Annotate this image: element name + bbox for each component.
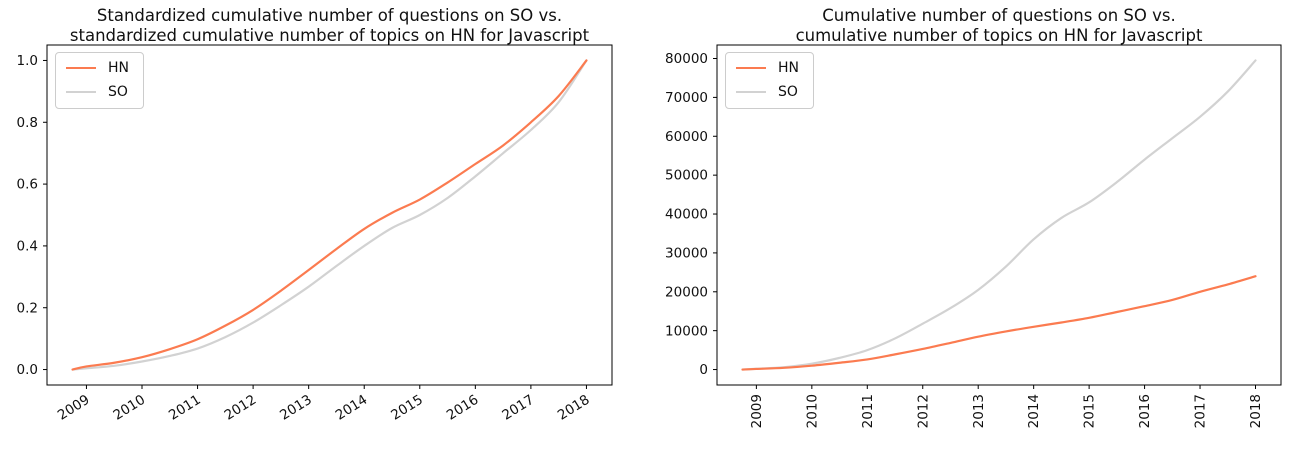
legend-item-hn: HN	[66, 60, 129, 77]
y-tick-label: 60000	[665, 129, 708, 145]
right-chart-canvas: 0 10000 20000 30000 40000 50000 60000 70000 8000…	[665, 44, 1282, 428]
y-tick-label: 80000	[665, 51, 708, 67]
y-tick-label: 0.6	[17, 177, 38, 193]
x-tick-label: 2011	[860, 394, 876, 428]
x-tick-label: 2018	[1248, 394, 1264, 428]
x-tick-label: 2017	[1193, 394, 1209, 428]
y-tick-label: 0.8	[17, 115, 38, 131]
x-tick-label: 2012	[222, 392, 260, 424]
y-tick-label: 50000	[665, 168, 708, 184]
left-chart-canvas: 0.0 0.2 0.4 0.6 0.8 1.0 2009 2010 2011 2012 2013 20…	[17, 44, 613, 424]
right-chart-title: Cumulative number of questions on SO vs.…	[795, 6, 1203, 46]
left-chart: 0.0 0.2 0.4 0.6 0.8 1.0 2009 2010 2011 2012 2013 20…	[0, 0, 650, 459]
legend-label-so: SO	[108, 83, 128, 100]
x-tick-label: 2017	[499, 392, 537, 424]
x-tick-label: 2015	[1082, 394, 1098, 428]
so-line-swatch	[736, 91, 766, 94]
left-chart-title: Standardized cumulative number of questi…	[69, 6, 590, 46]
x-tick-label: 2010	[111, 392, 149, 424]
series-line-so	[741, 59, 1257, 371]
plot-border	[46, 44, 613, 386]
x-tick-label: 2013	[277, 392, 315, 424]
x-tick-label: 2010	[804, 394, 820, 428]
legend-item-so: SO	[736, 84, 799, 101]
y-tick-label: 0.4	[17, 238, 38, 254]
so-line-swatch	[66, 91, 96, 94]
series-line-hn	[71, 59, 588, 371]
hn-line-swatch	[736, 67, 766, 70]
hn-line-swatch	[66, 67, 96, 70]
y-tick-label: 20000	[665, 284, 708, 300]
y-tick-label: 40000	[665, 207, 708, 223]
x-tick-label: 2018	[555, 392, 593, 424]
y-tick-label: 30000	[665, 245, 708, 261]
x-tick-label: 2016	[444, 392, 482, 424]
legend-item-hn: HN	[736, 60, 799, 77]
x-tick-label: 2015	[388, 392, 426, 424]
x-tick-label: 2014	[1026, 394, 1042, 428]
x-tick-label: 2016	[1137, 394, 1153, 428]
x-tick-label: 2013	[971, 394, 987, 428]
legend-label-hn: HN	[108, 60, 129, 76]
y-tick-label: 0.0	[17, 362, 38, 378]
x-tick-label: 2009	[749, 394, 765, 428]
x-tick-label: 2009	[55, 392, 93, 424]
legend-label-hn: HN	[778, 60, 799, 76]
y-tick-label: 0	[699, 362, 708, 378]
y-tick-label: 1.0	[17, 53, 38, 69]
x-tick-label: 2011	[166, 392, 204, 424]
legend-item-so: SO	[66, 84, 129, 101]
y-tick-label: 0.2	[17, 300, 38, 316]
left-legend: HN SO	[55, 52, 144, 109]
x-tick-label: 2012	[915, 394, 931, 428]
right-legend: HN SO	[725, 52, 814, 109]
series-line-so	[71, 59, 588, 371]
y-tick-label: 10000	[665, 323, 708, 339]
x-tick-label: 2014	[333, 392, 371, 424]
series-line-hn	[741, 275, 1257, 371]
right-chart: 0 10000 20000 30000 40000 50000 60000 70000 8000…	[650, 0, 1301, 459]
legend-label-so: SO	[778, 83, 798, 100]
y-tick-label: 70000	[665, 90, 708, 106]
plot-border	[716, 44, 1282, 386]
